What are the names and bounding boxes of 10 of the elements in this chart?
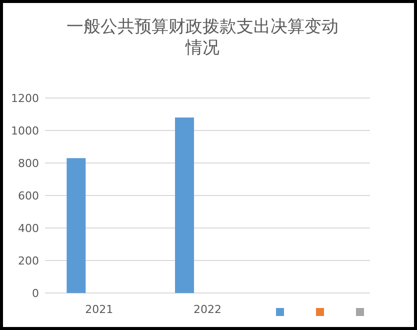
y-tick-label: 800 — [18, 157, 39, 170]
y-tick-label: 200 — [18, 254, 39, 268]
y-tick-label: 0 — [32, 287, 39, 300]
chart-title: 一般公共预算财政拨款支出决算变动情况 — [66, 17, 338, 58]
x-tick-label: 2022 — [194, 303, 222, 316]
y-tick-label: 1000 — [11, 124, 39, 138]
y-tick-label: 600 — [18, 190, 39, 202]
y-tick-label: 400 — [18, 222, 39, 235]
y-tick-label: 1200 — [11, 92, 39, 105]
x-tick-label: 2021 — [85, 303, 114, 316]
